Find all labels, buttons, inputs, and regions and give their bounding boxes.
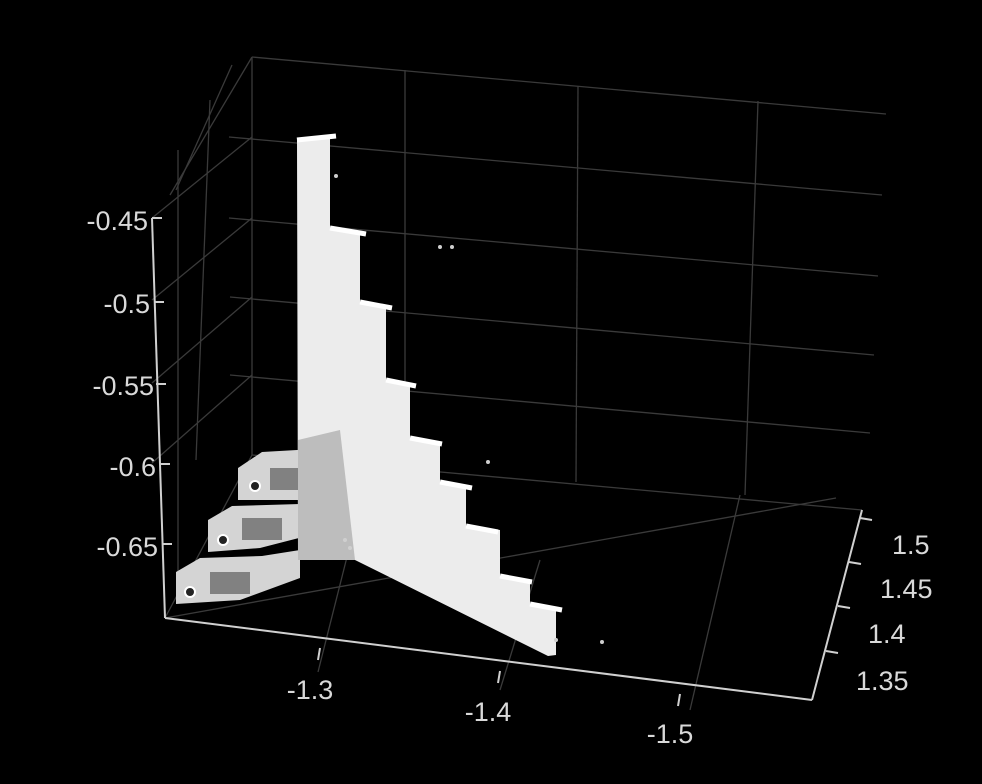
x-tick-label: -1.5 <box>647 719 694 749</box>
stray-point <box>438 245 442 249</box>
grid-line <box>151 136 253 219</box>
grid-line <box>317 544 351 673</box>
step-edge <box>439 479 473 491</box>
step-edge <box>385 377 417 389</box>
z-tick-label: -0.6 <box>109 452 156 482</box>
grid-line <box>195 99 211 461</box>
grid-line <box>251 56 887 115</box>
y-tick-mark <box>837 605 851 609</box>
y-tick-mark <box>859 517 873 521</box>
side-step-hole <box>184 586 196 598</box>
z-tick-label: -0.5 <box>103 289 150 319</box>
stray-point <box>554 638 558 642</box>
y-tick-mark <box>848 561 862 565</box>
grid-line <box>164 497 837 619</box>
grid-line <box>689 494 741 711</box>
z-tick-label: -0.65 <box>96 532 158 562</box>
stray-point <box>486 460 490 464</box>
grid-line <box>175 64 233 191</box>
axes <box>151 217 873 707</box>
grid-line <box>151 296 253 384</box>
y-tick-label: 1.45 <box>880 574 933 604</box>
step-edge <box>529 601 563 613</box>
x-tick-label: -1.4 <box>465 697 512 727</box>
step-edge <box>465 523 499 535</box>
y-tick-label: 1.4 <box>868 619 906 649</box>
x-tick-mark <box>317 647 321 661</box>
wall-junction <box>298 430 355 560</box>
tick-labels: -0.45 -0.5 -0.55 -0.6 -0.65 -1.3 -1.4 -1… <box>86 206 932 749</box>
point-cloud <box>176 133 604 656</box>
x-tick-mark <box>677 693 681 707</box>
z-tick-label: -0.45 <box>86 206 148 236</box>
stray-point <box>600 640 604 644</box>
z-axis-line <box>151 217 166 619</box>
stray-point <box>348 546 352 550</box>
x-tick-mark <box>497 670 501 684</box>
step-edge <box>296 133 337 143</box>
x-axis-line <box>164 617 813 701</box>
side-step-hole <box>217 534 229 546</box>
y-tick-mark <box>825 650 839 654</box>
grid-line <box>228 136 883 196</box>
step-edge <box>499 573 533 585</box>
grid-line <box>744 100 759 496</box>
side-step-hole <box>249 480 261 492</box>
y-tick-label: 1.5 <box>892 530 930 560</box>
staircase-wall <box>297 138 556 656</box>
grid-line <box>169 56 253 196</box>
step-edge <box>409 435 443 447</box>
grid-line <box>151 217 253 301</box>
y-tick-label: 1.35 <box>856 666 909 696</box>
stray-point <box>343 538 347 542</box>
z-tick-label: -0.55 <box>92 371 154 401</box>
step-edge <box>329 225 367 237</box>
stray-point <box>334 174 338 178</box>
side-step-shadow <box>242 518 282 540</box>
side-step-shadow <box>210 572 250 594</box>
grid-line <box>151 374 253 464</box>
y-axis-line <box>811 509 863 701</box>
x-tick-label: -1.3 <box>287 675 334 705</box>
grid-line <box>575 85 579 483</box>
stray-point <box>450 245 454 249</box>
step-edge <box>359 299 393 311</box>
